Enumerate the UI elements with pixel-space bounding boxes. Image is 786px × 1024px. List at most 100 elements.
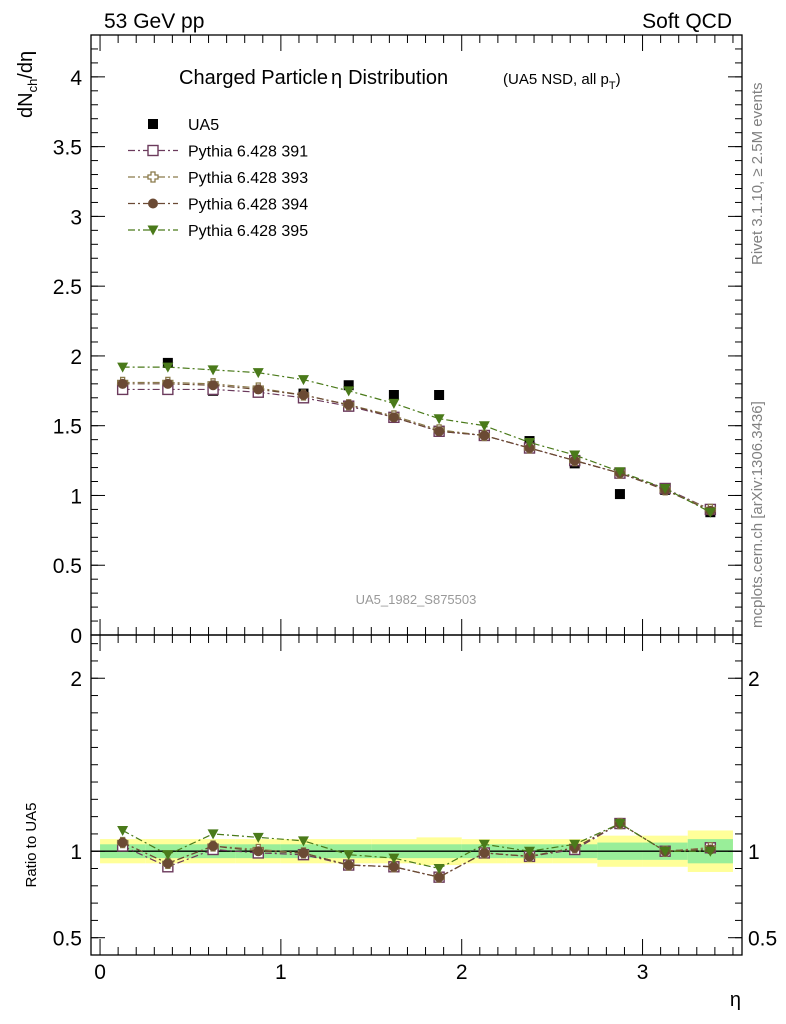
legend-marker (147, 225, 159, 236)
main-data-point (569, 450, 581, 461)
main-data-point (479, 430, 490, 441)
ratio-data-point (162, 858, 173, 869)
main-data-point (117, 378, 128, 389)
legend-item: Pythia 6.428 393 (128, 170, 308, 187)
main-series-4 (117, 362, 716, 518)
main-data-point (208, 380, 219, 391)
ratio-panel: 0.5 0.5 1 1 2 2 0 1 2 3 (53, 634, 777, 984)
legend-marker (148, 119, 158, 129)
main-data-point (162, 378, 173, 389)
legend-label: Pythia 6.428 394 (188, 197, 308, 214)
main-data-point (524, 437, 536, 448)
legend-marker (148, 198, 158, 209)
legend: UA5 Pythia 6.428 391 Pythia 6.428 393 Pythi… (128, 117, 308, 240)
header-right: Soft QCD (642, 10, 732, 33)
ratio-y-tick-label-right: 2 (748, 668, 760, 691)
ratio-data-point (479, 847, 490, 858)
legend-marker (147, 171, 159, 183)
main-data-point (434, 390, 445, 400)
main-data-point (343, 386, 355, 397)
main-series-line (122, 383, 711, 512)
main-data-point (434, 426, 445, 437)
main-data-point (343, 399, 354, 410)
legend-label: UA5 (188, 117, 219, 134)
main-data-point (524, 443, 535, 454)
ratio-y-tick-label-right: 1 (748, 841, 760, 864)
x-axis-label: η (730, 989, 741, 1011)
legend-item: UA5 (148, 117, 219, 134)
ratio-series-3 (117, 819, 716, 875)
main-series-0 (162, 357, 716, 518)
main-series-2 (116, 376, 717, 516)
main-data-point (704, 507, 716, 518)
ratio-data-point (162, 850, 174, 861)
chart-title: Charged Particle η Distribution (179, 67, 448, 89)
ratio-data-point (614, 819, 626, 830)
ratio-data-point (117, 837, 128, 848)
legend-item: Pythia 6.428 394 (128, 197, 308, 214)
main-data-point (252, 368, 264, 379)
ratio-data-point (388, 861, 399, 872)
main-y-tick-label: 3.5 (53, 137, 82, 160)
ratio-series-line (122, 822, 711, 870)
legend-item: Pythia 6.428 395 (128, 223, 308, 240)
main-panel: 0 0.5 1 1.5 2 2.5 3 3.5 4 (53, 34, 743, 648)
ratio-data-point (298, 847, 309, 858)
ratio-data-point (117, 825, 129, 836)
mcplots-label: mcplots.cern.ch [arXiv:1306.3436] (749, 401, 766, 628)
ratio-data-point (343, 860, 354, 871)
rivet-label: Rivet 3.1.10, ≥ 2.5M events (749, 83, 766, 266)
ratio-data-point (569, 839, 581, 850)
main-y-tick-label: 1.5 (53, 416, 82, 439)
legend-label: Pythia 6.428 393 (188, 170, 308, 187)
ratio-data-point (704, 846, 716, 857)
ratio-data-point (388, 853, 400, 864)
main-data-point (297, 375, 309, 386)
main-y-tick-label: 1 (70, 485, 82, 508)
ratio-data-point (208, 841, 219, 852)
main-data-point (614, 467, 626, 478)
ratio-y-tick-label: 2 (70, 668, 82, 691)
main-data-point (253, 384, 264, 395)
main-series-1 (116, 383, 717, 516)
ratio-x-tick-label: 0 (94, 961, 106, 984)
ratio-x-tick-label: 1 (275, 961, 287, 984)
chart-subtitle: (UA5 NSD, all pT) (503, 71, 621, 92)
ratio-data-point (434, 872, 445, 883)
ratio-data-point (252, 832, 264, 843)
main-data-point (614, 489, 625, 500)
main-series-3 (117, 378, 716, 516)
ratio-data-point (207, 829, 219, 840)
ratio-data-point (297, 836, 309, 847)
main-y-tick-label: 4 (70, 67, 82, 90)
main-data-point (162, 362, 174, 373)
legend-marker (147, 144, 159, 157)
ratio-y-tick-label: 0.5 (53, 928, 82, 951)
main-y-tick-label: 0 (70, 625, 82, 648)
header-left: 53 GeV pp (104, 10, 204, 33)
main-y-tick-label: 3 (70, 206, 82, 229)
main-data-point (298, 390, 309, 400)
ratio-data-point (659, 846, 671, 857)
main-y-tick-label: 0.5 (53, 555, 82, 578)
main-data-point (388, 398, 400, 409)
ratio-data-point (253, 846, 264, 857)
ratio-x-tick-label: 2 (456, 961, 468, 984)
ratio-data-point (524, 846, 536, 857)
main-y-axis-label: dNch/dη (15, 51, 40, 118)
ratio-data-point (343, 850, 355, 861)
main-data-point (433, 414, 445, 425)
main-data-point (388, 412, 399, 423)
main-data-point (388, 390, 399, 400)
ratio-data-point (433, 864, 445, 875)
legend-item: Pythia 6.428 391 (128, 144, 308, 161)
main-y-tick-label: 2 (70, 346, 82, 369)
legend-label: Pythia 6.428 395 (188, 223, 308, 240)
ratio-x-tick-label: 3 (637, 961, 649, 984)
main-data-point (659, 483, 671, 494)
ratio-y-axis-label: Ratio to UA5 (23, 802, 40, 887)
legend-label: Pythia 6.428 391 (188, 144, 308, 161)
analysis-watermark: UA5_1982_S875503 (356, 592, 477, 607)
main-y-tick-label: 2.5 (53, 276, 82, 299)
